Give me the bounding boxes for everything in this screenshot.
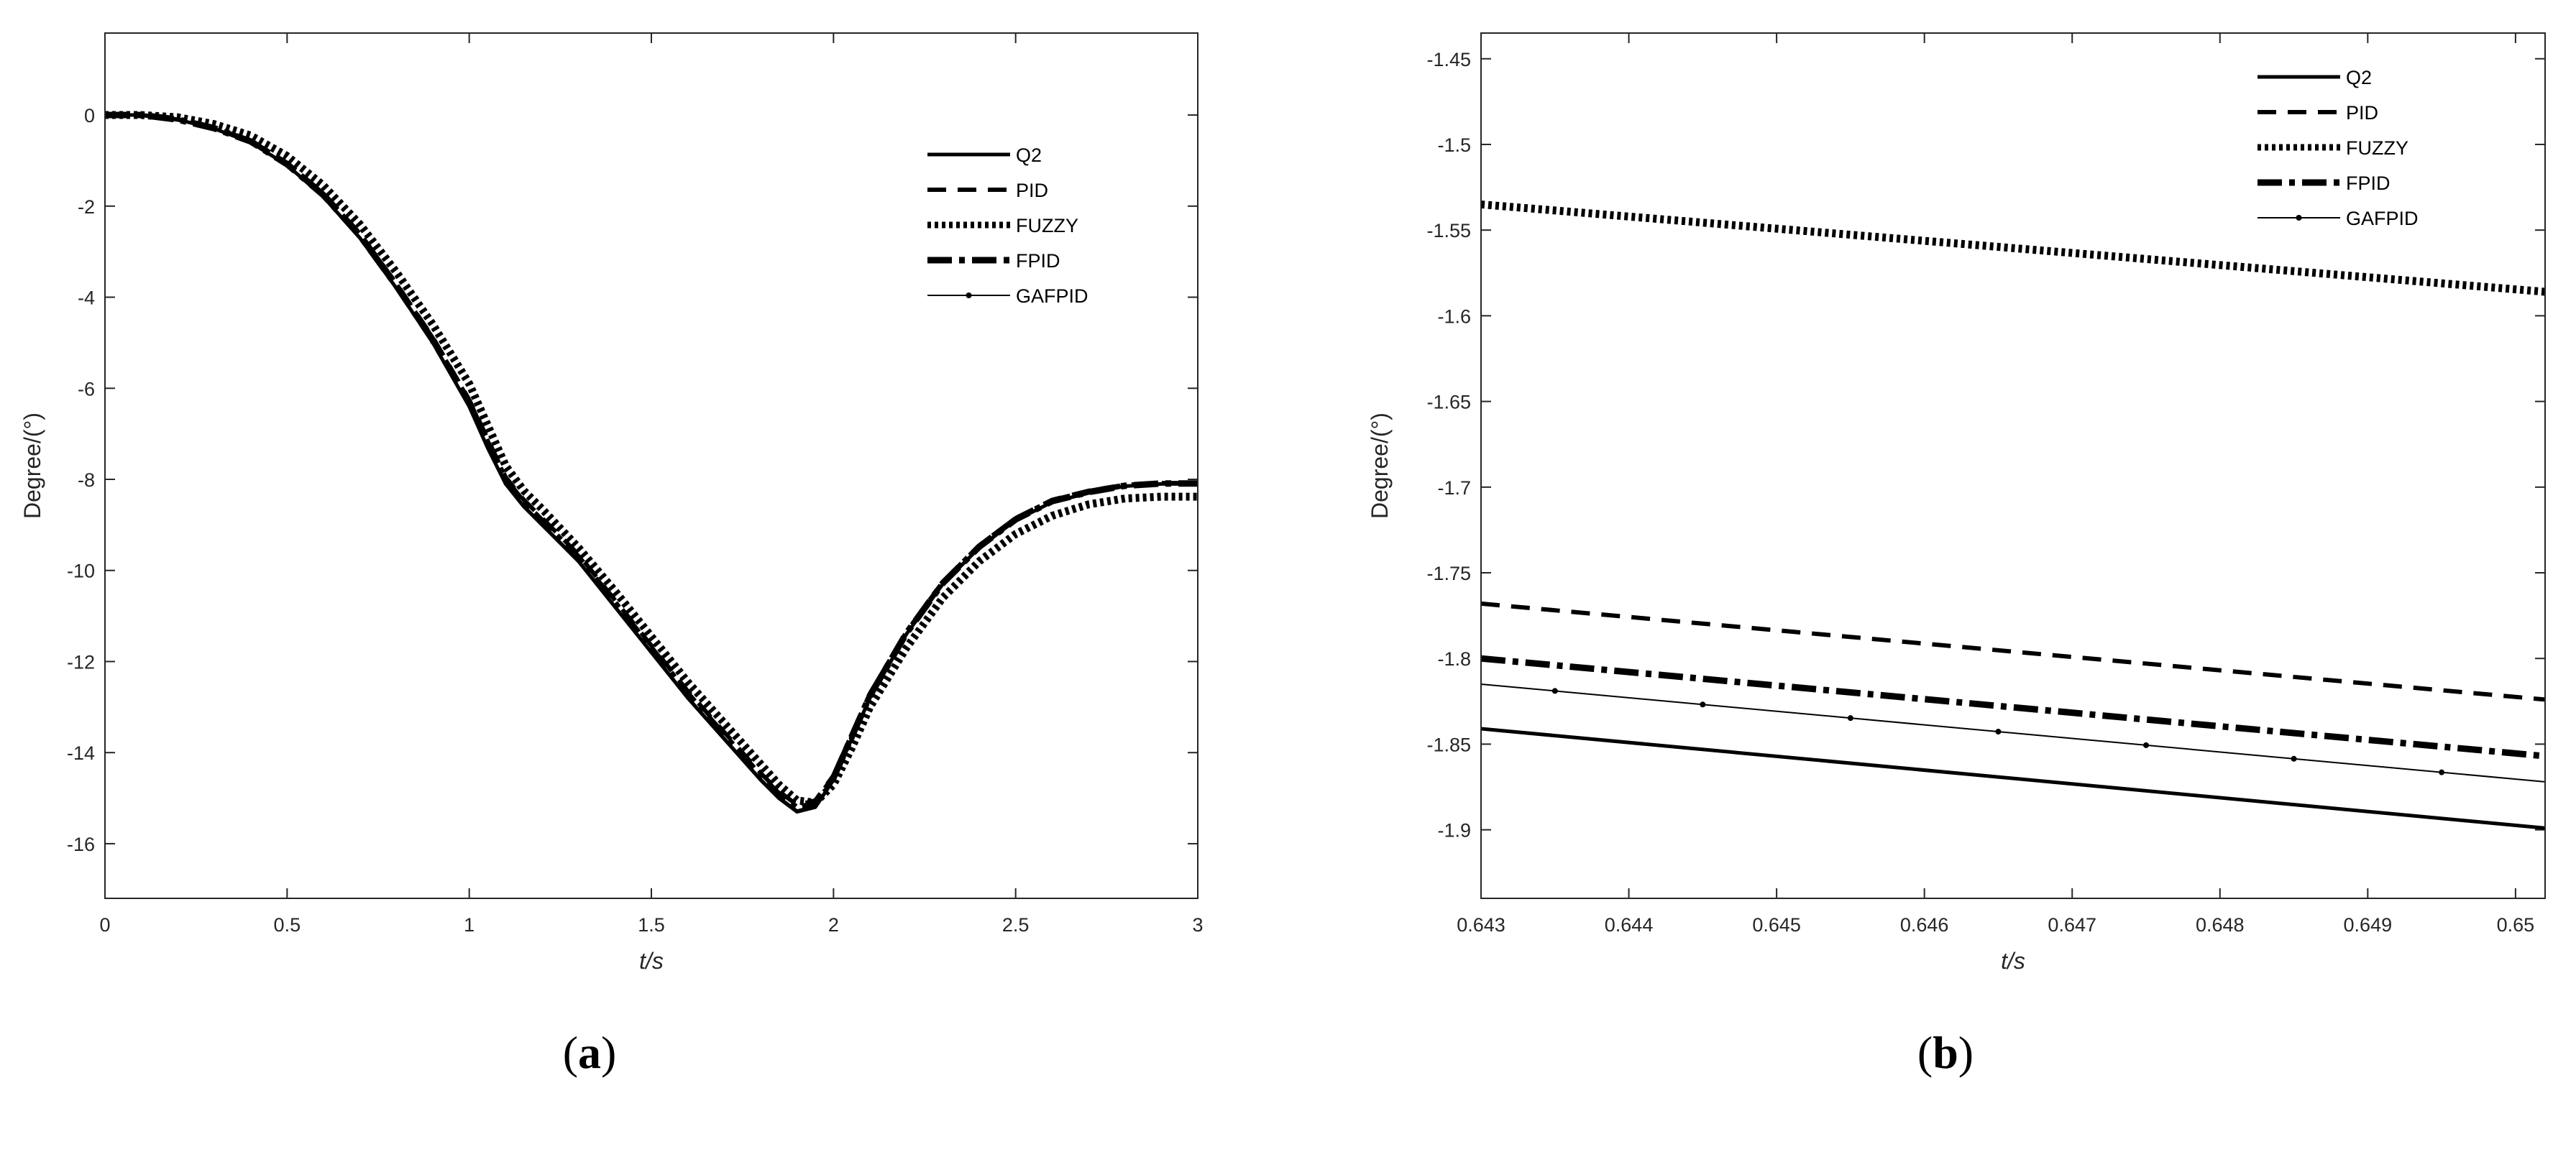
chart-b-y-tick-label: -1.9 [1437,820,1471,842]
chart-b-panel-caption: (b) [1917,1027,1974,1078]
chart-a-series-gafpid-marker [1122,483,1128,489]
chart-b-series-gafpid-marker [2439,769,2445,775]
chart-b-x-tick-label: 0.644 [1605,914,1654,936]
chart-a-y-tick-label: -4 [78,287,95,309]
chart-a-legend-marker-gafpid [966,292,972,298]
chart-b-series-q2-line [1481,727,2545,830]
chart-b-y-axis-label: Degree/(°) [1367,413,1393,519]
chart-b-y-tick-label: -1.65 [1426,392,1471,413]
chart-b-series [1481,200,2545,830]
chart-a-series-gafpid-marker [521,502,527,508]
chart-b-series-pid-line [1481,601,2545,702]
chart-b-x-tick-label: 0.65 [2497,914,2535,936]
chart-b-legend: Q2 PID FUZZY FPID GAFPID [2258,67,2419,229]
chart-b-x-tick-label: 0.648 [2196,914,2245,936]
chart-b-series-gafpid-marker [2291,755,2297,762]
chart-panel-b: 0.643 0.644 0.645 0.646 0.647 0.648 0.649 0.65 -… [1367,32,2546,1078]
chart-b-y-tick-label: -1.75 [1426,563,1471,584]
chart-a-series-gafpid-marker [848,734,855,741]
chart-a-x-tick-label: 1 [464,914,475,936]
chart-b-y-tick-label: -1.45 [1426,49,1471,70]
chart-a-x-tick-label: 2 [828,914,839,936]
chart-a-x-tick-label: 0.5 [274,914,301,936]
chart-a-panel-letter: a [578,1027,601,1078]
chart-a-y-tick-label: -10 [67,561,95,582]
chart-b-ticks: 0.643 0.644 0.645 0.646 0.647 0.648 0.649 0.65 -… [1426,33,2545,936]
chart-b-x-tick-label: 0.646 [1900,914,1949,936]
chart-a-y-tick-label: 0 [84,105,95,126]
chart-a-y-tick-label: -2 [78,196,95,218]
chart-a-series-gafpid-marker [430,338,436,345]
chart-b-y-tick-label: -1.7 [1437,477,1471,499]
chart-b-legend-label-q2: Q2 [2346,67,2372,88]
chart-a-series-gafpid-marker [776,793,782,800]
chart-a-legend-label-gafpid: GAFPID [1016,285,1088,307]
chart-a-x-tick-label: 0 [99,914,110,936]
chart-b-series-gafpid-marker [1847,715,1853,722]
chart-b-x-tick-label: 0.647 [2048,914,2096,936]
chart-panel-a: 0 0.5 1 1.5 2 2.5 3 0 -2 -4 -6 -8 -10 -12 -14 -16 Q2 PID… [19,32,1204,1078]
chart-a-y-tick-label: -8 [78,469,95,491]
chart-b-y-tick-label: -1.8 [1437,648,1471,670]
chart-b-series-gafpid-marker [2143,742,2149,748]
chart-a-series-gafpid-marker [284,162,290,168]
chart-b-x-tick-label: 0.645 [1752,914,1801,936]
chart-b-x-axis-label: t/s [2001,948,2025,974]
chart-a-series-pid-line [105,113,1198,808]
chart-a-series-gafpid-marker [648,648,654,654]
chart-a-series-gafpid-marker [976,544,982,551]
chart-a-series-fuzzy-line [105,111,1198,807]
chart-a-y-tick-label: -16 [67,834,95,855]
chart-a-x-tick-label: 2.5 [1002,914,1030,936]
chart-b-panel-letter: b [1933,1027,1958,1078]
chart-a-plot-frame [104,32,1198,899]
chart-a-legend-label-fuzzy: FUZZY [1016,215,1078,236]
chart-b-series-gafpid-line [1481,683,2545,783]
chart-b-legend-label-pid: PID [2346,102,2378,124]
chart-b-legend-label-gafpid: GAFPID [2346,208,2419,229]
chart-b-x-tick-label: 0.649 [2344,914,2393,936]
chart-a-legend-label-pid: PID [1016,180,1048,201]
chart-b-series-fpid-line [1481,655,2545,760]
chart-a-series-gafpid-line [105,114,1198,811]
chart-b-series-gafpid-marker [1551,688,1558,694]
chart-a-legend-label-q2: Q2 [1016,144,1042,166]
chart-b-legend-label-fpid: FPID [2346,172,2391,194]
chart-a-series-gafpid-marker [138,112,145,119]
chart-a-y-tick-label: -6 [78,378,95,400]
chart-a-legend: Q2 PID FUZZY FPID GAFPID [927,144,1088,307]
chart-a-x-axis-label: t/s [639,948,664,974]
chart-a-legend-label-fpid: FPID [1016,250,1060,272]
chart-b-series-gafpid-marker [1700,701,1706,708]
chart-b-y-tick-label: -1.85 [1426,734,1471,755]
chart-a-panel-caption: (a) [563,1027,617,1078]
chart-b-y-tick-label: -1.55 [1426,220,1471,241]
chart-b-series-fuzzy-line [1481,200,2545,296]
chart-b-y-tick-label: -1.5 [1437,134,1471,156]
chart-b-legend-label-fuzzy: FUZZY [2346,137,2408,159]
chart-a-x-tick-label: 1.5 [638,914,665,936]
chart-b-legend-marker-gafpid [2296,215,2302,221]
chart-b-plot-frame [1480,32,2546,899]
chart-b-x-tick-label: 0.643 [1457,914,1505,936]
chart-a-y-tick-label: -14 [67,742,95,764]
chart-a-y-tick-label: -12 [67,651,95,673]
chart-b-y-tick-label: -1.6 [1437,305,1471,327]
chart-a-series [105,111,1198,814]
chart-b-series-gafpid-marker [1995,729,2002,735]
chart-a-y-axis-label: Degree/(°) [19,413,45,519]
chart-a-x-tick-label: 3 [1192,914,1203,936]
chart-a-ticks: 0 0.5 1 1.5 2 2.5 3 0 -2 -4 -6 -8 -10 -12 -14 -16 [67,33,1204,936]
